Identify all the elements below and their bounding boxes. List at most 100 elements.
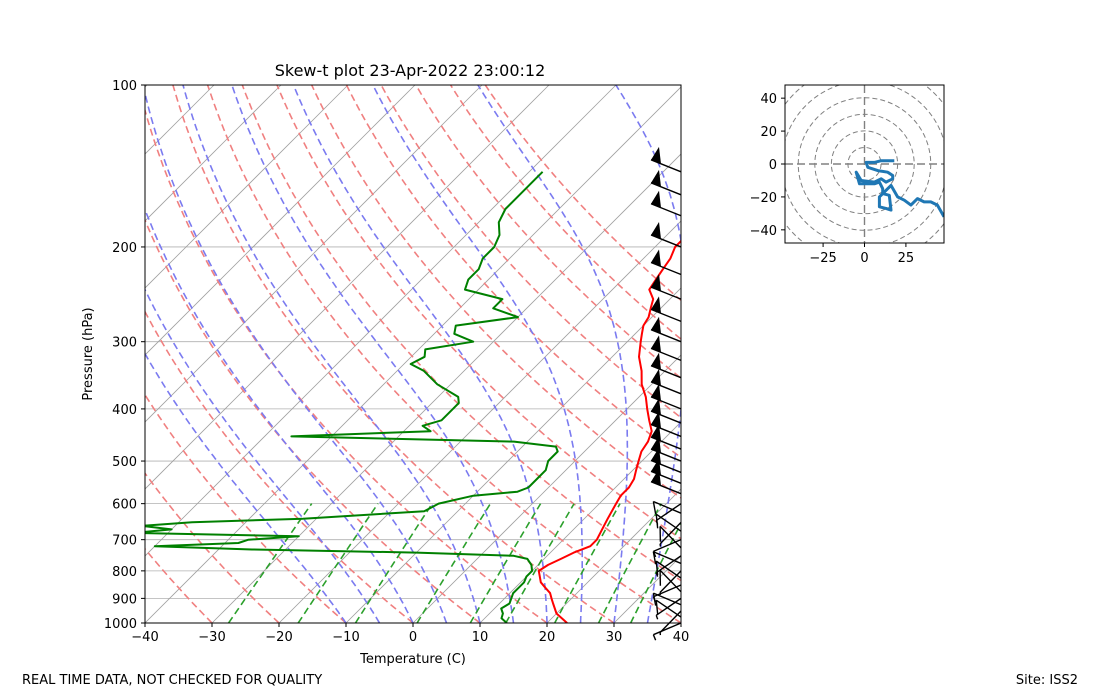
wind-barb: [659, 525, 682, 549]
mixing-ratio-line: [629, 521, 681, 623]
isotherm-line: [680, 622, 681, 623]
x-tick-label: −30: [198, 630, 225, 645]
wind-barb-pennant: [651, 190, 661, 208]
wind-barb-pennant: [651, 296, 661, 314]
mixing-ratio-line: [469, 503, 542, 623]
wind-barb-shaft: [659, 525, 682, 549]
wind-barb-shaft: [659, 521, 682, 545]
wind-barb-flag: [655, 615, 659, 620]
wind-barb-pennant: [651, 249, 661, 267]
wind-barb-flag: [652, 551, 657, 558]
wind-barb-shaft: [655, 555, 682, 574]
dewpoint-trace: [145, 171, 559, 623]
isotherm-line: [211, 153, 681, 623]
y-tick-label: 300: [112, 336, 137, 351]
mixing-ratio-line: [227, 503, 313, 623]
isotherm-line: [412, 354, 681, 623]
wind-barb: [650, 335, 682, 362]
moist-adiabat: [145, 89, 448, 623]
moist-adiabat: [231, 85, 515, 623]
wind-barb-shaft: [653, 500, 682, 514]
hodograph-y-tick-label: 40: [760, 92, 777, 107]
wind-barb-pennant: [651, 146, 661, 164]
wind-barb: [655, 503, 682, 525]
y-axis-label: Pressure (hPa): [81, 307, 96, 400]
isotherm-line: [145, 85, 416, 356]
temperature-trace: [537, 239, 681, 623]
wind-barb: [650, 169, 682, 196]
moist-adiabat: [477, 85, 629, 623]
wind-barb-shaft: [655, 597, 682, 616]
wind-barb: [650, 296, 682, 323]
wind-barb: [650, 274, 682, 300]
wind-barb-shaft: [650, 203, 682, 217]
wind-barb-shaft: [659, 610, 682, 634]
x-tick-label: −20: [265, 630, 292, 645]
wind-barb: [650, 383, 682, 410]
dry-adiabat: [415, 85, 681, 380]
wind-barb: [650, 398, 682, 424]
isotherm-line: [145, 85, 282, 222]
dry-adiabat: [276, 85, 681, 540]
hodograph-trace: [854, 159, 944, 218]
wind-barb-flag: [655, 572, 659, 577]
wind-barb: [652, 539, 682, 558]
moist-adiabat: [372, 85, 583, 623]
wind-barb-flag: [655, 561, 659, 576]
moist-adiabat: [615, 85, 681, 623]
y-tick-label: 100: [112, 79, 137, 94]
mixing-ratio-line: [354, 503, 433, 623]
site-label: Site: ISS2: [1015, 673, 1078, 688]
wind-barb-shaft: [653, 551, 682, 565]
hodograph-x-tick-label: 0: [860, 251, 868, 266]
wind-barb: [650, 221, 682, 248]
wind-barb: [650, 146, 682, 173]
moist-adiabat: [680, 619, 681, 623]
y-tick-label: 900: [112, 592, 137, 607]
x-tick-label: 40: [673, 630, 690, 645]
skewt-y-ticks: 1000 900 800 700 600 500 400 300 200 100: [104, 79, 145, 632]
isotherm-line: [613, 555, 681, 623]
dry-adiabat: [484, 85, 681, 302]
wind-barb-shaft: [659, 570, 682, 593]
hodograph-y-ticks: −40 −20 0 20 40: [750, 92, 785, 239]
wind-barb-flag: [652, 596, 657, 603]
wind-barb-shaft: [653, 622, 682, 636]
dry-adiabat: [145, 310, 414, 623]
wind-barb: [650, 352, 682, 379]
y-tick-label: 200: [112, 241, 137, 256]
wind-barb-pennant: [651, 411, 661, 429]
y-tick-label: 400: [112, 403, 137, 418]
wind-barb-pennant: [651, 352, 661, 370]
x-axis-label: Temperature (C): [359, 652, 466, 667]
y-tick-label: 500: [112, 455, 137, 470]
dry-adiabat: [449, 85, 681, 341]
x-tick-label: −10: [332, 630, 359, 645]
dry-adiabat: [380, 85, 681, 419]
wind-barb-flag: [655, 520, 659, 525]
isotherm-line: [145, 85, 349, 289]
x-tick-label: −40: [131, 630, 158, 645]
isotherm-line: [479, 421, 681, 623]
wind-barb-flag: [652, 501, 657, 515]
moist-adiabat: [292, 85, 548, 623]
wind-barb-pennant: [651, 221, 661, 239]
dry-adiabat: [145, 218, 481, 623]
hodograph-line: [854, 159, 944, 218]
moist-adiabat: [182, 85, 481, 623]
x-tick-label: 20: [539, 630, 556, 645]
hodograph-y-tick-label: 0: [769, 158, 777, 173]
y-tick-label: 1000: [104, 617, 137, 632]
wind-barb: [659, 521, 682, 547]
wind-barb-shaft: [650, 159, 682, 173]
wind-barb: [659, 570, 682, 596]
dry-adiabat: [206, 85, 681, 623]
isotherm-line: [145, 85, 550, 490]
hodograph-x-tick-label: −25: [809, 251, 836, 266]
y-tick-label: 600: [112, 498, 137, 513]
x-tick-label: 0: [409, 630, 417, 645]
hodograph-y-tick-label: −20: [750, 191, 777, 206]
hodograph-y-tick-label: 20: [760, 125, 777, 140]
isotherm-line: [546, 488, 681, 623]
